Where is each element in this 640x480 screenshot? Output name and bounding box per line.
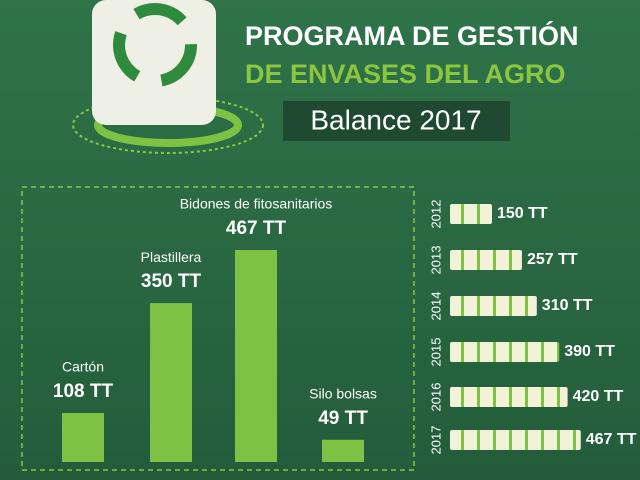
year-label: 2013: [428, 246, 443, 275]
value-label: 150 TT: [497, 205, 548, 222]
year-label: 2012: [428, 200, 443, 229]
category-label: Bidones de fitosanitarios: [180, 196, 333, 212]
title-line: DE ENVASES DEL AGRO: [245, 59, 566, 89]
pictogram-bar: [450, 342, 560, 362]
category-label: Plastillera: [141, 249, 202, 265]
bar: [322, 439, 364, 462]
category-label: Cartón: [62, 359, 104, 375]
pictogram-bar: [450, 430, 581, 450]
bar: [150, 303, 192, 462]
year-label: 2016: [428, 383, 443, 412]
subtitle-box: [283, 101, 510, 141]
value-label: 49 TT: [318, 408, 368, 429]
year-label: 2014: [428, 292, 443, 321]
value-label: 108 TT: [53, 381, 114, 402]
subtitle: Balance 2017: [310, 104, 481, 135]
pictogram-bar: [450, 296, 537, 316]
value-label: 467 TT: [226, 218, 287, 239]
value-label: 350 TT: [141, 271, 202, 292]
frame: [21, 186, 415, 471]
value-label: 420 TT: [573, 388, 624, 405]
bar: [235, 250, 277, 462]
value-label: 310 TT: [542, 297, 593, 314]
logo: [72, 0, 264, 154]
value-label: 390 TT: [564, 343, 615, 360]
value-label: 467 TT: [586, 431, 637, 448]
pictogram-bar: [450, 250, 522, 270]
year-label: 2015: [428, 338, 443, 367]
year-label: 2017: [428, 426, 443, 455]
category-label: Silo bolsas: [309, 385, 377, 401]
title-line: PROGRAMA DE GESTIÓN: [245, 20, 579, 51]
pictogram-bar: [450, 204, 492, 224]
pictogram-bar: [450, 387, 568, 407]
bar: [62, 412, 104, 462]
value-label: 257 TT: [527, 251, 578, 268]
